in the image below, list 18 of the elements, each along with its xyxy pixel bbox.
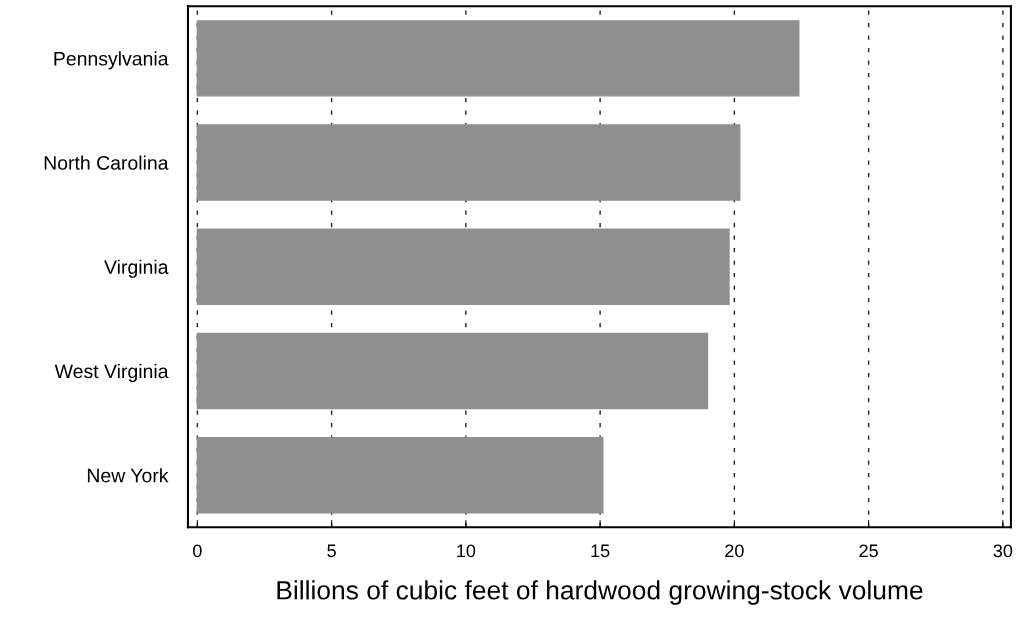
x-tick-label: 0 [193,544,202,558]
y-tick-label: Virginia [104,259,169,278]
x-tick-label: 5 [327,544,336,558]
bar [196,228,730,305]
x-axis-title: Billions of cubic feet of hardwood growing-stock volume [277,580,923,605]
x-tick-label: 10 [457,544,476,558]
bar [196,124,741,201]
x-tick-label: 30 [993,544,1013,558]
bar [196,436,604,514]
y-tick-label: Pennsylvania [54,51,169,70]
y-tick-label: West Virginia [54,363,169,383]
x-tick-label: 25 [859,544,878,558]
bar [196,332,709,410]
x-tick-label: 15 [591,544,610,558]
y-tick-label: New York [87,468,169,483]
x-tick-label: 20 [725,544,744,558]
bar [196,20,800,97]
y-tick-label: North Carolina [44,155,169,170]
